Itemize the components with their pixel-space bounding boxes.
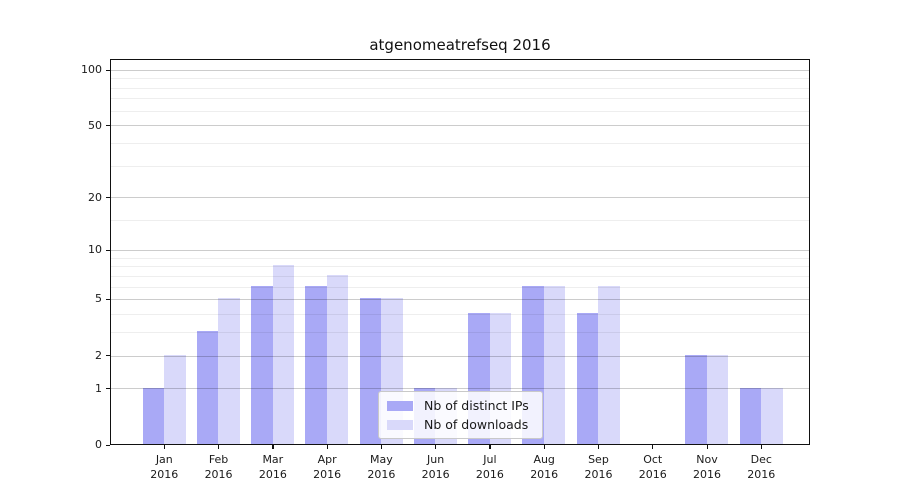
y-tick-label-1: 1 [95, 381, 102, 395]
x-tick-label-jun: Jun 2016 [421, 453, 450, 481]
gridline-major-50 [111, 125, 809, 127]
x-tick-aug [543, 445, 545, 449]
bar-nb-of-distinct-ips-sep-2016 [576, 313, 599, 444]
bar-nb-of-downloads-dec-2016 [761, 387, 783, 444]
bar-nb-of-downloads-feb-2016 [218, 298, 240, 444]
gridline-major-5 [111, 299, 809, 301]
y-tick-100 [106, 69, 110, 71]
y-tick-10 [106, 249, 110, 251]
y-tick-20 [106, 197, 110, 199]
x-tick-label-jul: Jul 2016 [475, 453, 504, 481]
bar-nb-of-distinct-ips-feb-2016 [196, 331, 219, 444]
legend: Nb of distinct IPs Nb of downloads [378, 391, 543, 439]
x-tick-label-feb: Feb 2016 [204, 453, 233, 481]
bar-nb-of-distinct-ips-nov-2016 [685, 354, 707, 444]
y-tick-50 [106, 125, 110, 127]
x-tick-label-jan: Jan 2016 [150, 453, 179, 481]
bar-nb-of-downloads-jan-2016 [164, 354, 186, 444]
bar-nb-of-distinct-ips-jan-2016 [142, 387, 165, 444]
x-tick-jun [435, 445, 437, 449]
gridline-minor-9 [111, 257, 809, 259]
x-tick-label-mar: Mar 2016 [258, 453, 287, 481]
legend-item-distinct-ips: Nb of distinct IPs [387, 398, 534, 413]
x-tick-sep [597, 445, 600, 449]
bar-nb-of-downloads-apr-2016 [326, 275, 349, 444]
bar-nb-of-downloads-aug-2016 [543, 285, 566, 444]
x-tick-apr [326, 445, 328, 449]
x-tick-label-aug: Aug 2016 [530, 453, 559, 481]
legend-label-distinct-ips: Nb of distinct IPs [424, 398, 529, 413]
chart-title: atgenomeatrefseq 2016 [369, 36, 551, 54]
gridline-minor-40 [111, 143, 809, 145]
x-tick-label-nov: Nov 2016 [693, 453, 721, 481]
y-tick-label-5: 5 [95, 292, 102, 306]
bar-nb-of-downloads-mar-2016 [272, 265, 295, 444]
x-tick-nov [706, 445, 708, 449]
x-tick-label-apr: Apr 2016 [313, 453, 342, 481]
gridline-major-100 [111, 69, 809, 71]
gridline-major-1 [111, 388, 809, 390]
y-tick-2 [106, 355, 110, 357]
y-tick-label-2: 2 [95, 348, 102, 362]
x-tick-label-sep: Sep 2016 [584, 453, 613, 481]
bar-nb-of-downloads-sep-2016 [598, 285, 620, 444]
gridline-minor-3 [111, 332, 809, 334]
gridline-major-20 [111, 197, 809, 199]
legend-swatch-distinct-ips-icon [387, 400, 413, 411]
gridline-minor-15 [111, 219, 809, 221]
x-tick-oct [652, 445, 654, 449]
gridline-minor-7 [111, 275, 809, 277]
x-tick-label-dec: Dec 2016 [747, 453, 776, 481]
y-tick-label-50: 50 [88, 118, 102, 132]
x-tick-jul [489, 445, 491, 449]
gridline-major-10 [111, 249, 809, 251]
plot-area [110, 59, 810, 445]
legend-item-downloads: Nb of downloads [387, 417, 534, 432]
y-tick-5 [106, 298, 110, 301]
gridline-minor-30 [111, 165, 809, 167]
bar-nb-of-distinct-ips-apr-2016 [305, 285, 327, 444]
gridline-minor-70 [111, 98, 809, 100]
legend-swatch-downloads-icon [387, 419, 413, 430]
gridline-minor-6 [111, 286, 809, 288]
legend-label-downloads: Nb of downloads [424, 417, 529, 432]
gridline-major-2 [111, 355, 809, 357]
y-tick-label-0: 0 [95, 438, 102, 451]
y-tick-1 [106, 388, 110, 390]
y-tick-label-20: 20 [88, 190, 102, 204]
gridline-minor-8 [111, 266, 809, 268]
x-tick-label-may: May 2016 [367, 453, 396, 481]
bar-nb-of-distinct-ips-mar-2016 [251, 285, 273, 444]
gridline-minor-4 [111, 314, 809, 316]
bar-nb-of-downloads-nov-2016 [706, 354, 729, 444]
x-tick-dec [760, 445, 762, 449]
gridline-minor-80 [111, 87, 809, 89]
x-tick-jan [163, 445, 165, 449]
y-tick-0 [106, 444, 110, 446]
x-tick-label-oct: Oct 2016 [638, 453, 667, 481]
y-tick-label-10: 10 [88, 243, 102, 257]
y-tick-label-100: 100 [81, 63, 102, 76]
bar-nb-of-distinct-ips-dec-2016 [739, 387, 762, 444]
x-tick-mar [272, 445, 274, 449]
x-tick-feb [218, 445, 220, 449]
gridline-minor-90 [111, 78, 809, 80]
bar-nb-of-distinct-ips-may-2016 [359, 298, 382, 444]
gridline-minor-60 [111, 110, 809, 112]
x-tick-may [380, 445, 383, 449]
